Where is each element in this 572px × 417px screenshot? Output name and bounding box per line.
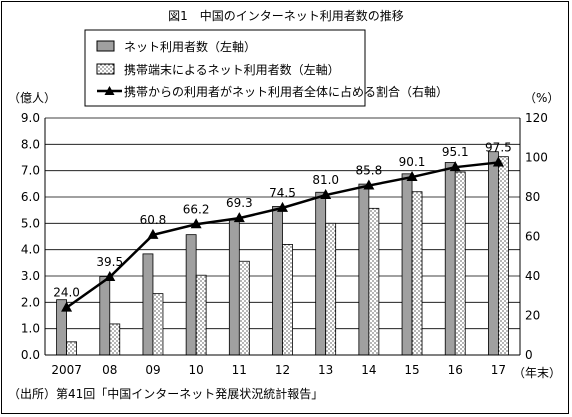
share-marker [406,171,418,182]
legend-label-share: 携帯からの利用者がネット利用者全体に占める割合（右軸） [124,84,448,99]
right-axis-tick-label: 100 [525,151,548,165]
share-line-series: 24.0 39.5 60.8 66.2 69.3 74.5 81.0 85.8 90.1 95.1… [53,140,512,312]
source-note: （出所）第41回「中国インターネット発展状況統計報告」 [8,386,323,401]
legend-label-mobile-users: 携帯端末によるネット利用者数（左軸） [124,62,340,77]
share-data-label: 66.2 [183,202,210,216]
bar-mobile-users [195,274,207,356]
right-axis-tick-label: 20 [525,309,540,323]
share-data-label: 85.8 [356,164,383,178]
x-axis-tick-label: 2007 [51,363,82,377]
bar-mobile-users [368,207,380,356]
bar-mobile-users [498,156,509,356]
bar-internet-users [444,162,456,356]
bar-internet-users [99,276,111,356]
share-marker [147,228,159,239]
share-marker [449,161,461,172]
bar-mobile-users [411,191,423,356]
share-data-label: 24.0 [53,286,80,300]
share-data-label: 81.0 [312,173,339,187]
left-axis-tick-label: 8.0 [21,137,40,151]
bars [56,151,509,356]
right-axis-tick-label: 80 [525,190,540,204]
bar-internet-users [401,173,413,356]
share-marker [104,270,116,281]
legend-marker-share [104,86,115,95]
bar-internet-users [142,253,154,356]
legend-swatch-internet-users [96,40,115,52]
bar-mobile-users [109,323,121,356]
left-axis-tick-label: 7.0 [21,164,40,178]
x-axis-tick-label: 10 [188,363,203,377]
bar-mobile-users [454,171,466,356]
bar-mobile-users [282,243,293,356]
bar-mobile-users [66,341,77,356]
share-marker [277,201,288,212]
legend-label-internet-users: ネット利用者数（左軸） [124,39,256,54]
left-axis-tick-label: 2.0 [21,295,40,309]
x-axis-tick-label: 12 [275,363,290,377]
share-marker [233,212,245,223]
left-axis-tick-label: 5.0 [21,216,40,230]
legend-swatch-mobile-users [96,63,115,75]
x-axis-tick-label: 14 [361,363,376,377]
x-axis-tick-label: 15 [404,363,419,377]
legend: ネット利用者数（左軸） 携帯端末によるネット利用者数（左軸） 携帯からの利用者が… [84,29,448,107]
bar-mobile-users [152,293,164,356]
share-data-label: 90.1 [399,155,426,169]
bar-internet-users [228,219,240,356]
left-axis-unit: （億人） [8,91,56,105]
x-axis-tick-label: 17 [491,363,506,377]
bar-internet-users [272,206,283,356]
right-axis-tick-label: 120 [525,111,548,125]
right-axis-unit: （%） [524,91,559,105]
right-axis-tick-label: 0 [525,348,533,362]
share-data-label: 39.5 [96,255,123,269]
left-axis-tick-label: 3.0 [21,269,40,283]
right-axis-tick-label: 60 [525,230,540,244]
axes: 0.0 1.0 2.0 3.0 4.0 5.0 6.0 7.0 8.0 9.0 0 20 40 60 80 1… [21,111,548,377]
share-marker [363,179,375,190]
share-data-label: 74.5 [269,186,296,200]
bar-internet-users [315,191,327,356]
left-axis-tick-label: 9.0 [21,111,40,125]
share-marker [320,189,332,200]
x-axis-tick-label: 16 [448,363,463,377]
left-axis-tick-label: 0.0 [21,348,40,362]
bar-internet-users [358,183,370,356]
x-axis-unit: （年末） [513,366,561,380]
left-axis-tick-label: 1.0 [21,322,40,336]
share-data-label: 97.5 [485,140,512,154]
bar-mobile-users [238,260,250,356]
share-data-label: 69.3 [226,196,253,210]
x-axis-tick-label: 13 [318,363,333,377]
x-axis-tick-label: 11 [232,363,247,377]
bar-internet-users [488,151,499,356]
share-marker [492,156,504,167]
share-marker [190,218,202,229]
share-data-label: 95.1 [442,145,469,159]
x-axis-tick-label: 08 [102,363,117,377]
chart-title: 図1 中国のインターネット利用者数の推移 [168,8,404,23]
share-data-label: 60.8 [140,213,167,227]
left-axis-tick-label: 4.0 [21,243,40,257]
bar-internet-users [185,234,197,356]
bar-mobile-users [325,222,337,356]
share-marker [61,301,73,312]
left-axis-tick-label: 6.0 [21,190,40,204]
x-axis-tick-label: 09 [145,363,160,377]
right-axis-tick-label: 40 [525,269,540,283]
